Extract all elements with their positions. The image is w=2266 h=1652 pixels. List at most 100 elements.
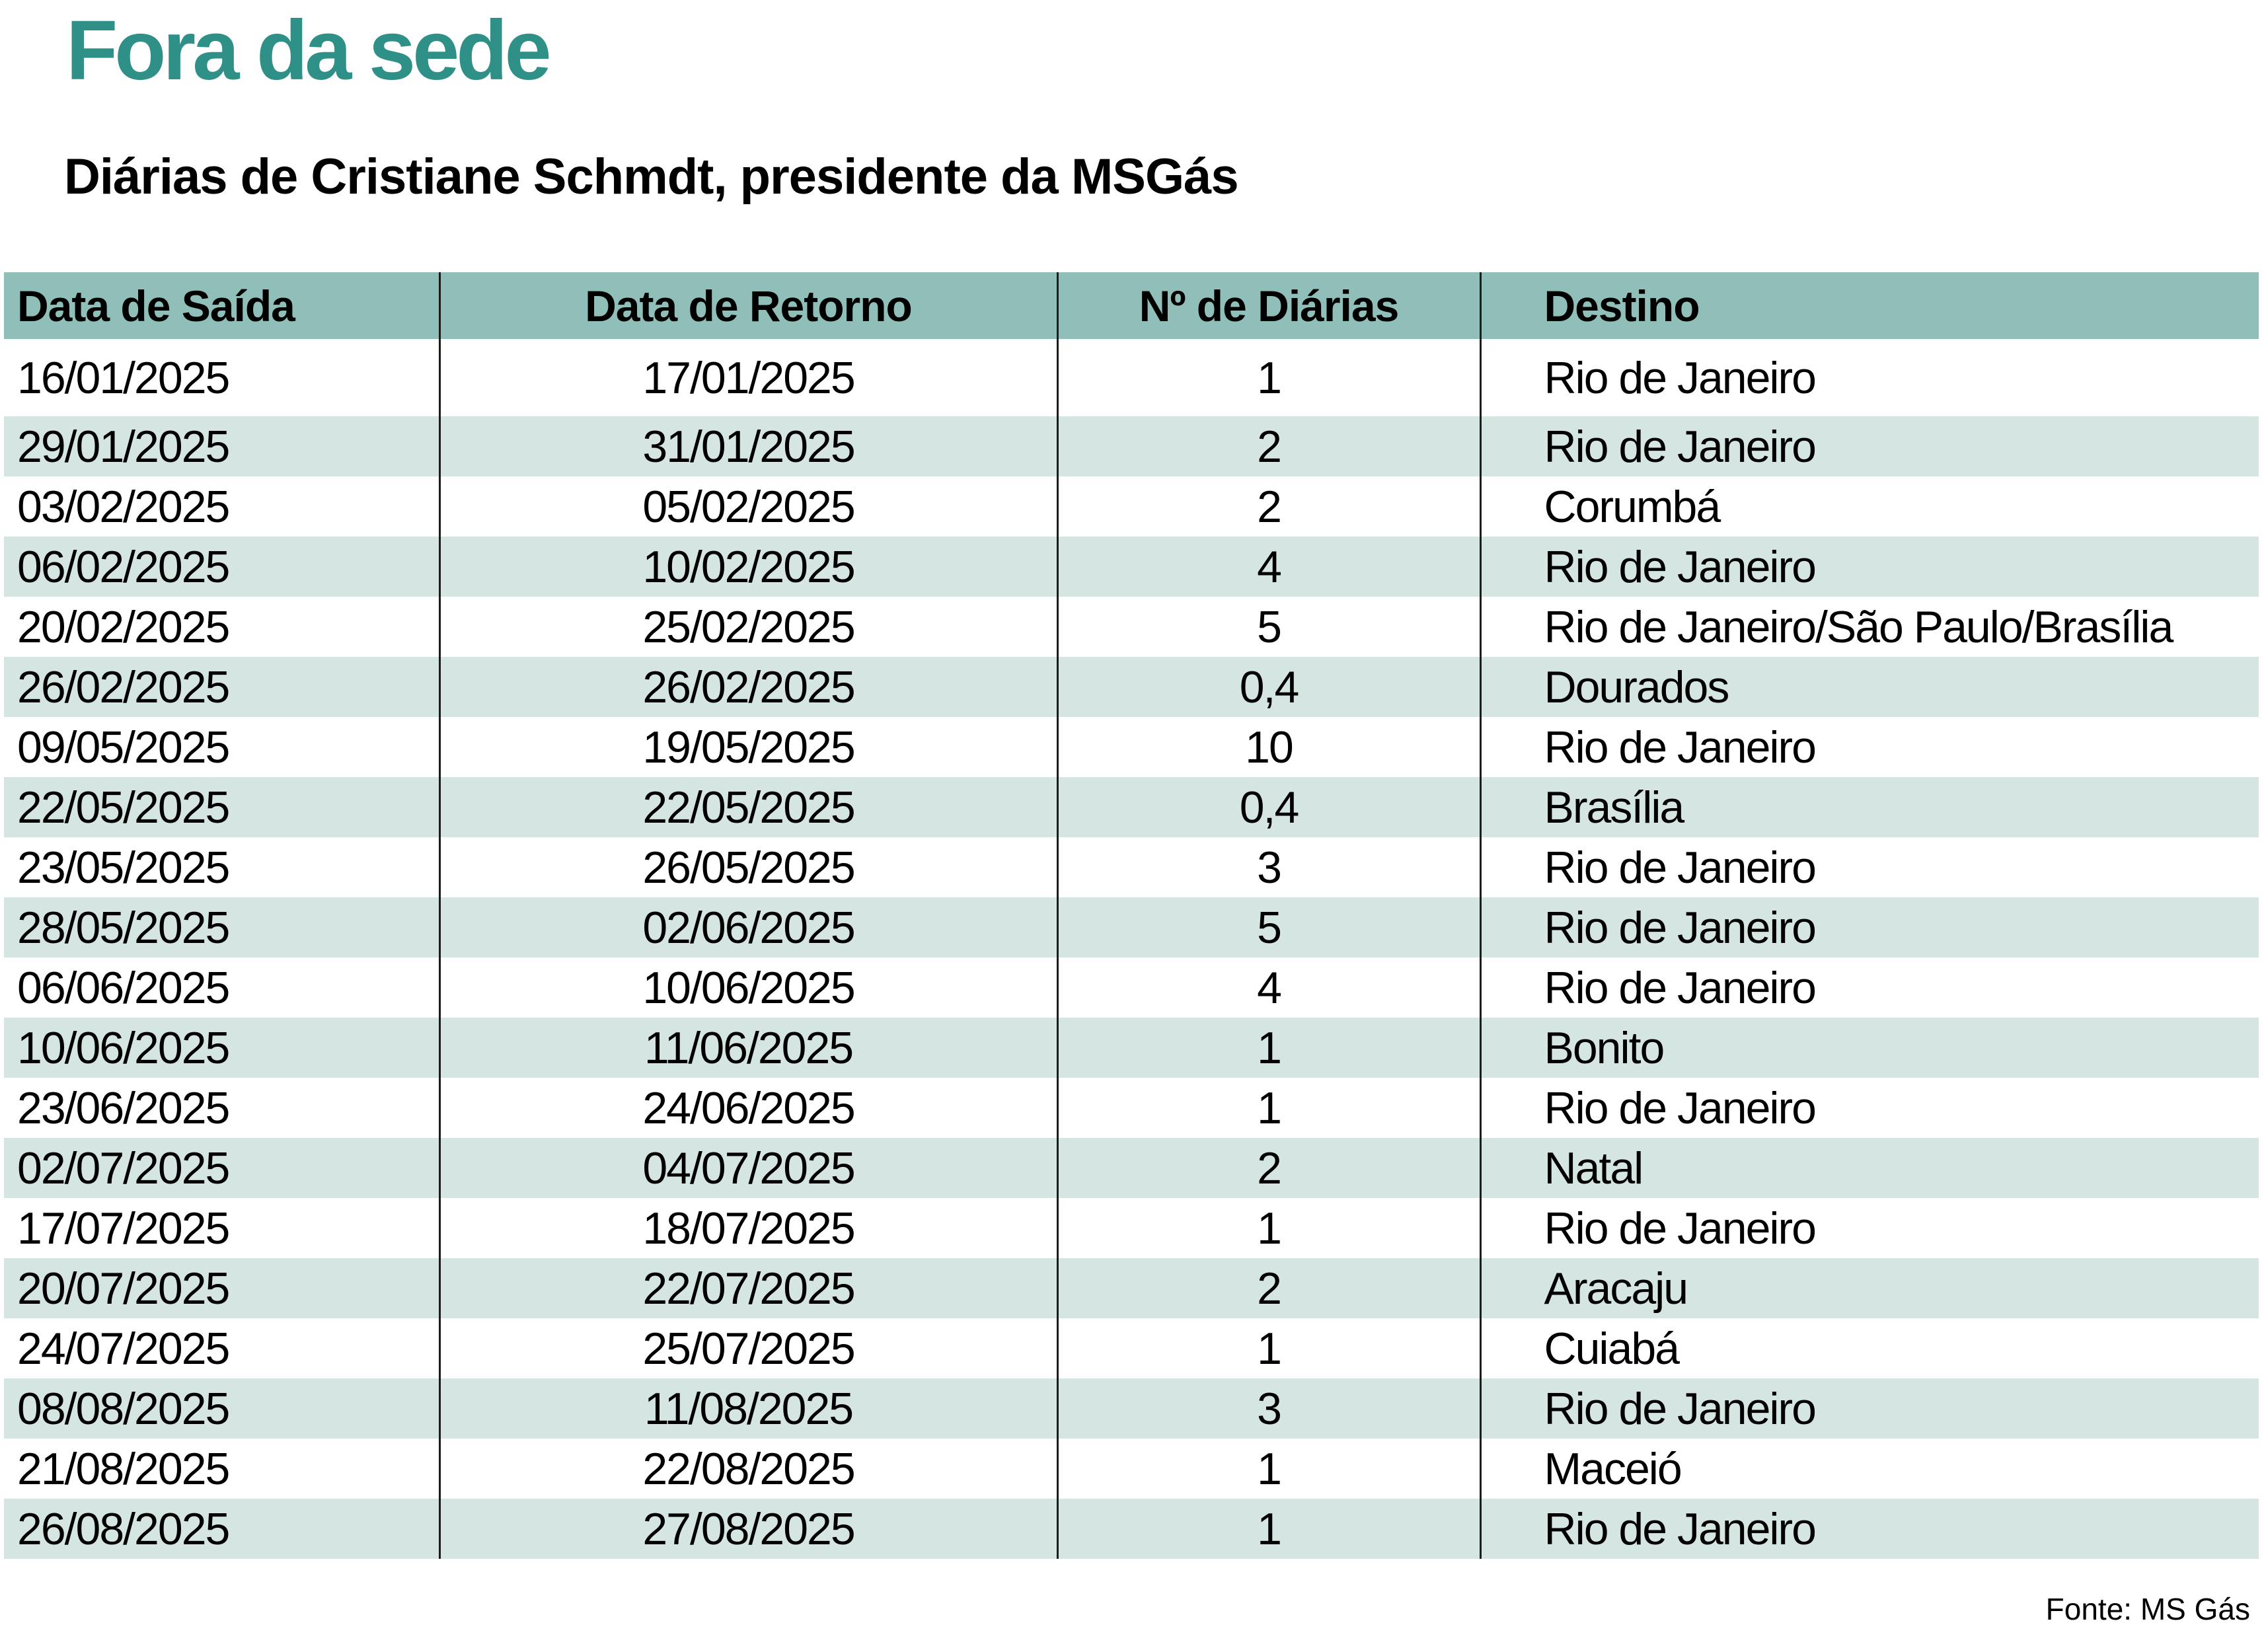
table-cell: Rio de Janeiro [1479, 717, 2259, 777]
table-cell: 04/07/2025 [438, 1138, 1057, 1198]
table-cell: 5 [1056, 897, 1480, 957]
table-cell: 10/02/2025 [438, 537, 1057, 597]
table-cell: 25/07/2025 [438, 1318, 1057, 1378]
table-cell: 1 [1056, 1078, 1480, 1138]
table-row: 16/01/2025 17/01/2025 1 Rio de Janeiro [4, 339, 2259, 416]
table-cell: 22/05/2025 [438, 777, 1057, 837]
table-cell: 26/05/2025 [438, 837, 1057, 897]
table-cell: 02/06/2025 [438, 897, 1057, 957]
table-cell: 0,4 [1056, 657, 1480, 717]
table-cell: 1 [1056, 1318, 1480, 1378]
table-cell: 27/08/2025 [438, 1499, 1057, 1559]
table-cell: 2 [1056, 1258, 1480, 1318]
table-cell: 4 [1056, 537, 1480, 597]
table-cell: Rio de Janeiro [1479, 1198, 2259, 1258]
table-cell: 06/02/2025 [4, 537, 439, 597]
table-cell: 24/07/2025 [17, 1323, 230, 1374]
table-cell: 19/05/2025 [438, 717, 1057, 777]
table-cell: Rio de Janeiro [1479, 1378, 2259, 1439]
column-header-1: Data de Retorno [438, 272, 1057, 339]
table-cell: Rio de Janeiro [1479, 1078, 2259, 1138]
table-row: 17/07/2025 18/07/2025 1 Rio de Janeiro [4, 1198, 2259, 1258]
table-cell: Rio de Janeiro/São Paulo/Brasília [1479, 597, 2259, 657]
table-cell: 2 [1056, 1138, 1480, 1198]
table-cell: 17/01/2025 [438, 339, 1057, 416]
column-header-2: Nº de Diárias [1056, 272, 1480, 339]
column-header-3: Destino [1479, 272, 2259, 339]
table-cell: 22/08/2025 [438, 1439, 1057, 1499]
table-cell: 29/01/2025 [4, 416, 439, 476]
table-row: 24/07/2025 25/07/2025 1 Cuiabá [4, 1318, 2259, 1378]
table-row: 09/05/2025 19/05/2025 10 Rio de Janeiro [4, 717, 2259, 777]
table-row: 06/02/2025 10/02/2025 4 Rio de Janeiro [4, 537, 2259, 597]
table-cell: 16/01/2025 [17, 352, 230, 403]
table-cell: 05/02/2025 [438, 476, 1057, 537]
table-cell: Brasília [1479, 777, 2259, 837]
table-cell: 10/06/2025 [4, 1018, 439, 1078]
table-cell: Rio de Janeiro [1479, 339, 2259, 416]
table-cell: Rio de Janeiro [1479, 837, 2259, 897]
table-cell: 1 [1056, 1499, 1480, 1559]
table-cell: 3 [1056, 1378, 1480, 1439]
table-row: 08/08/2025 11/08/2025 3 Rio de Janeiro [4, 1378, 2259, 1439]
table-cell: 26/02/2025 [4, 657, 439, 717]
source-note: Fonte: MS Gás [2045, 1592, 2250, 1626]
page-title: Fora da sede [66, 3, 552, 98]
table-cell: 26/08/2025 [4, 1499, 439, 1559]
table-cell: 11/06/2025 [438, 1018, 1057, 1078]
table-row: 02/07/2025 04/07/2025 2 Natal [4, 1138, 2259, 1198]
table-cell: Corumbá [1479, 476, 2259, 537]
table-cell: 20/07/2025 [4, 1258, 439, 1318]
table-row: 10/06/2025 11/06/2025 1 Bonito [4, 1018, 2259, 1078]
table-cell: 23/06/2025 [17, 1082, 230, 1133]
table-body: 16/01/2025 17/01/2025 1 Rio de Janeiro 29/01… [4, 339, 2259, 1559]
table-cell: 2 [1056, 476, 1480, 537]
table-cell: 21/08/2025 [17, 1443, 230, 1494]
diarias-table: Data de Saída Data de Retorno Nº de Diária… [4, 272, 2259, 1559]
table-row: 06/06/2025 10/06/2025 4 Rio de Janeiro [4, 957, 2259, 1018]
table-row: 22/05/2025 22/05/2025 0,4 Brasília [4, 777, 2259, 837]
table-cell: 06/06/2025 [17, 962, 230, 1013]
table-row: 26/02/2025 26/02/2025 0,4 Dourados [4, 657, 2259, 717]
table-cell: Bonito [1479, 1018, 2259, 1078]
table-row: 21/08/2025 22/08/2025 1 Maceió [4, 1439, 2259, 1499]
table-cell: Aracaju [1479, 1258, 2259, 1318]
table-cell: Maceió [1479, 1439, 2259, 1499]
table-cell: 25/02/2025 [438, 597, 1057, 657]
table-row: 23/06/2025 24/06/2025 1 Rio de Janeiro [4, 1078, 2259, 1138]
column-header-0: Data de Saída [4, 272, 439, 339]
table-header-row: Data de Saída Data de Retorno Nº de Diária… [4, 272, 2259, 339]
table-cell: Rio de Janeiro [1479, 416, 2259, 476]
table-cell: 22/07/2025 [438, 1258, 1057, 1318]
table-row: 20/02/2025 25/02/2025 5 Rio de Janeiro/São … [4, 597, 2259, 657]
table-cell: 10 [1056, 717, 1480, 777]
table-cell: 02/07/2025 [4, 1138, 439, 1198]
table-cell: 3 [1056, 837, 1480, 897]
table-cell: Dourados [1479, 657, 2259, 717]
table-row: 03/02/2025 05/02/2025 2 Corumbá [4, 476, 2259, 537]
table-cell: 1 [1056, 1198, 1480, 1258]
table-cell: 03/02/2025 [17, 481, 230, 532]
table-cell: 22/05/2025 [4, 777, 439, 837]
table-cell: 4 [1056, 957, 1480, 1018]
table-cell: 11/08/2025 [438, 1378, 1057, 1439]
table-cell: 5 [1056, 597, 1480, 657]
table-row: 20/07/2025 22/07/2025 2 Aracaju [4, 1258, 2259, 1318]
table-cell: Rio de Janeiro [1479, 957, 2259, 1018]
table-cell: Natal [1479, 1138, 2259, 1198]
table-cell: 20/02/2025 [17, 601, 230, 652]
table-cell: 23/05/2025 [17, 842, 230, 893]
table-cell: 10/06/2025 [438, 957, 1057, 1018]
table-cell: 2 [1056, 416, 1480, 476]
table-cell: Rio de Janeiro [1479, 1499, 2259, 1559]
table-cell: 26/02/2025 [438, 657, 1057, 717]
table-cell: Rio de Janeiro [1479, 897, 2259, 957]
table-cell: 17/07/2025 [17, 1203, 230, 1254]
table-cell: 28/05/2025 [4, 897, 439, 957]
table-row: 23/05/2025 26/05/2025 3 Rio de Janeiro [4, 837, 2259, 897]
table-row: 26/08/2025 27/08/2025 1 Rio de Janeiro [4, 1499, 2259, 1559]
table-cell: 1 [1056, 1018, 1480, 1078]
page-subtitle: Diárias de Cristiane Schmdt, presidente … [64, 149, 1239, 205]
table-cell: 18/07/2025 [438, 1198, 1057, 1258]
